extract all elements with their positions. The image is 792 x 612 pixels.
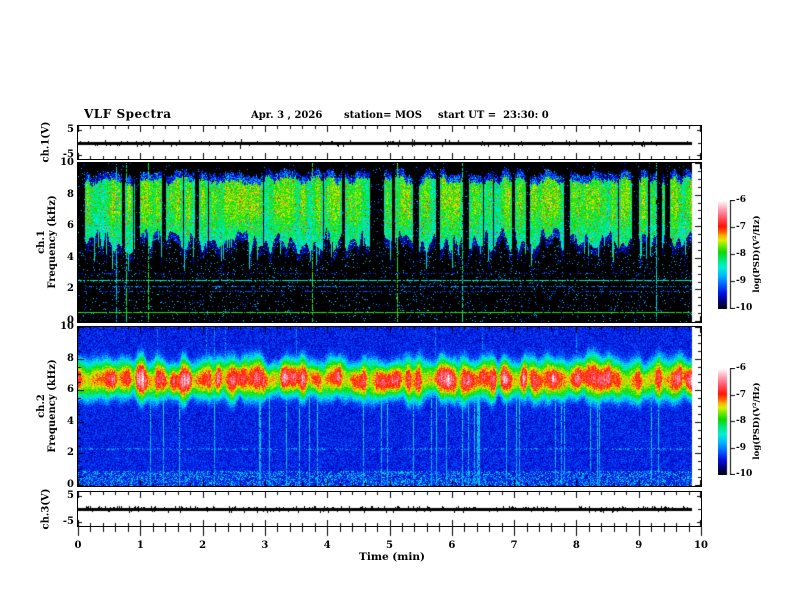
ch1-spectrogram-panel xyxy=(77,162,702,323)
y-axis-label-ch1-frequency: ch.1 Frequency (kHz) xyxy=(36,195,58,288)
colorbar-tick-label: -7 xyxy=(736,389,746,400)
colorbar-tick-label: -10 xyxy=(736,469,753,479)
y-axis-label-line: Frequency (kHz) xyxy=(47,359,58,453)
x-tick-label: 5 xyxy=(386,540,393,551)
figure-title: VLF Spectra xyxy=(84,107,172,121)
y-tick-label: 2 xyxy=(67,447,74,459)
y-tick-label: 8 xyxy=(67,352,74,364)
colorbar-tick-label: -9 xyxy=(736,276,746,286)
colorbar-tick-label: -10 xyxy=(736,303,753,313)
y-axis-label-ch2-frequency: ch.2 Frequency (kHz) xyxy=(36,359,58,452)
y-tick-label: 6 xyxy=(67,384,74,396)
x-tick-label: 9 xyxy=(635,540,643,551)
colorbar-ch1-gradient-canvas xyxy=(718,200,736,309)
x-tick-label: 8 xyxy=(572,540,580,551)
ch1-voltage-waveform-canvas xyxy=(78,126,701,159)
colorbar-tick-label: -7 xyxy=(736,222,746,232)
y-tick-label: 5 xyxy=(67,490,74,502)
colorbar-tick-label: -6 xyxy=(736,195,746,205)
ch2-spectrogram-canvas xyxy=(78,327,701,486)
ch1-spectrogram-canvas xyxy=(78,163,701,322)
colorbar-ch1-axis-label: log(PSD)(V²/Hz) xyxy=(752,215,762,293)
colorbar-ch2-axis-label: log(PSD)(V²/Hz) xyxy=(752,382,762,460)
x-tick-label: 7 xyxy=(510,540,518,551)
y-tick-label: 0 xyxy=(67,315,74,326)
ch1-voltage-panel xyxy=(77,125,702,160)
y-tick-label: -5 xyxy=(62,515,74,527)
y-tick-label: 0 xyxy=(67,479,74,490)
x-tick-label: 3 xyxy=(261,540,269,551)
header-start-ut: start UT = 23:30: 0 xyxy=(438,110,549,121)
x-tick-label: 4 xyxy=(323,540,331,551)
y-tick-label: 6 xyxy=(67,220,74,232)
y-tick-label: 10 xyxy=(60,157,74,168)
x-tick-label: 1 xyxy=(136,540,144,551)
x-tick-label: 6 xyxy=(448,540,456,551)
colorbar-tick-label: -8 xyxy=(736,249,746,259)
y-tick-label: 10 xyxy=(60,321,74,332)
x-tick-label: 0 xyxy=(74,540,82,551)
x-tick-label: 10 xyxy=(694,540,708,551)
ch2-spectrogram-panel xyxy=(77,326,702,487)
ch3-voltage-panel xyxy=(77,491,702,527)
ch3-voltage-waveform-canvas xyxy=(78,492,701,526)
x-tick-label: 2 xyxy=(199,540,207,551)
header-station: station= MOS xyxy=(344,110,422,121)
y-axis-label-line: ch.1 xyxy=(36,230,47,254)
y-tick-label: 4 xyxy=(67,251,74,263)
y-tick-label: 4 xyxy=(67,415,74,427)
colorbar-tick-label: -9 xyxy=(736,442,746,453)
colorbar-tick-label: -6 xyxy=(736,363,746,373)
y-tick-label: 5 xyxy=(67,124,74,135)
x-axis-title: Time (min) xyxy=(359,551,425,563)
time-axis-ticks-canvas xyxy=(70,527,715,542)
y-tick-label: 2 xyxy=(67,283,74,295)
y-tick-label: 8 xyxy=(67,188,74,200)
header-date: Apr. 3 , 2026 xyxy=(251,110,323,121)
y-tick-label: -5 xyxy=(62,149,74,160)
colorbar-ch2-gradient-canvas xyxy=(718,368,736,475)
y-axis-label-line: ch.2 xyxy=(36,394,47,418)
y-axis-label-line: Frequency (kHz) xyxy=(47,195,58,289)
colorbar-tick-label: -8 xyxy=(736,416,746,426)
